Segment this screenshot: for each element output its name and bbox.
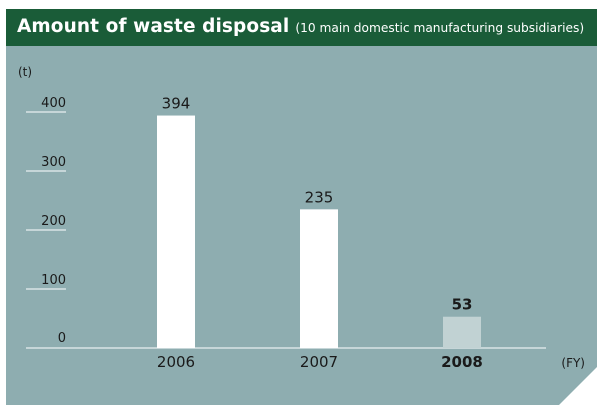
x-axis-unit: (FY) — [561, 356, 585, 370]
y-tick-label: 400 — [41, 96, 66, 111]
value-label-2008: 53 — [452, 296, 473, 314]
bar-2006 — [157, 116, 195, 348]
labels: 394 2006 235 2007 53 2008 — [157, 95, 483, 371]
chart-title: Amount of waste disposal — [17, 16, 290, 37]
plot-area: (t) 0 100 200 300 400 (FY) 394 2006 235 2007 53 200… — [6, 9, 597, 405]
bars — [157, 116, 481, 348]
chart-panel: Amount of waste disposal (10 main domest… — [6, 9, 597, 405]
x-tick-label-2006: 2006 — [157, 353, 195, 371]
value-label-2007: 235 — [305, 188, 334, 206]
y-tick-label: 0 — [58, 331, 66, 346]
y-tick-label: 200 — [41, 214, 66, 229]
y-tick-label: 100 — [41, 273, 66, 288]
x-tick-label-2008: 2008 — [441, 353, 483, 371]
x-tick-label-2007: 2007 — [300, 353, 338, 371]
y-tick-label: 300 — [41, 155, 66, 170]
value-label-2006: 394 — [162, 95, 191, 113]
bar-2008 — [443, 317, 481, 348]
y-axis-unit: (t) — [18, 65, 32, 79]
chart-header: Amount of waste disposal (10 main domest… — [6, 9, 597, 46]
chart-subtitle: (10 main domestic manufacturing subsidia… — [295, 21, 585, 35]
bar-2007 — [300, 209, 338, 348]
